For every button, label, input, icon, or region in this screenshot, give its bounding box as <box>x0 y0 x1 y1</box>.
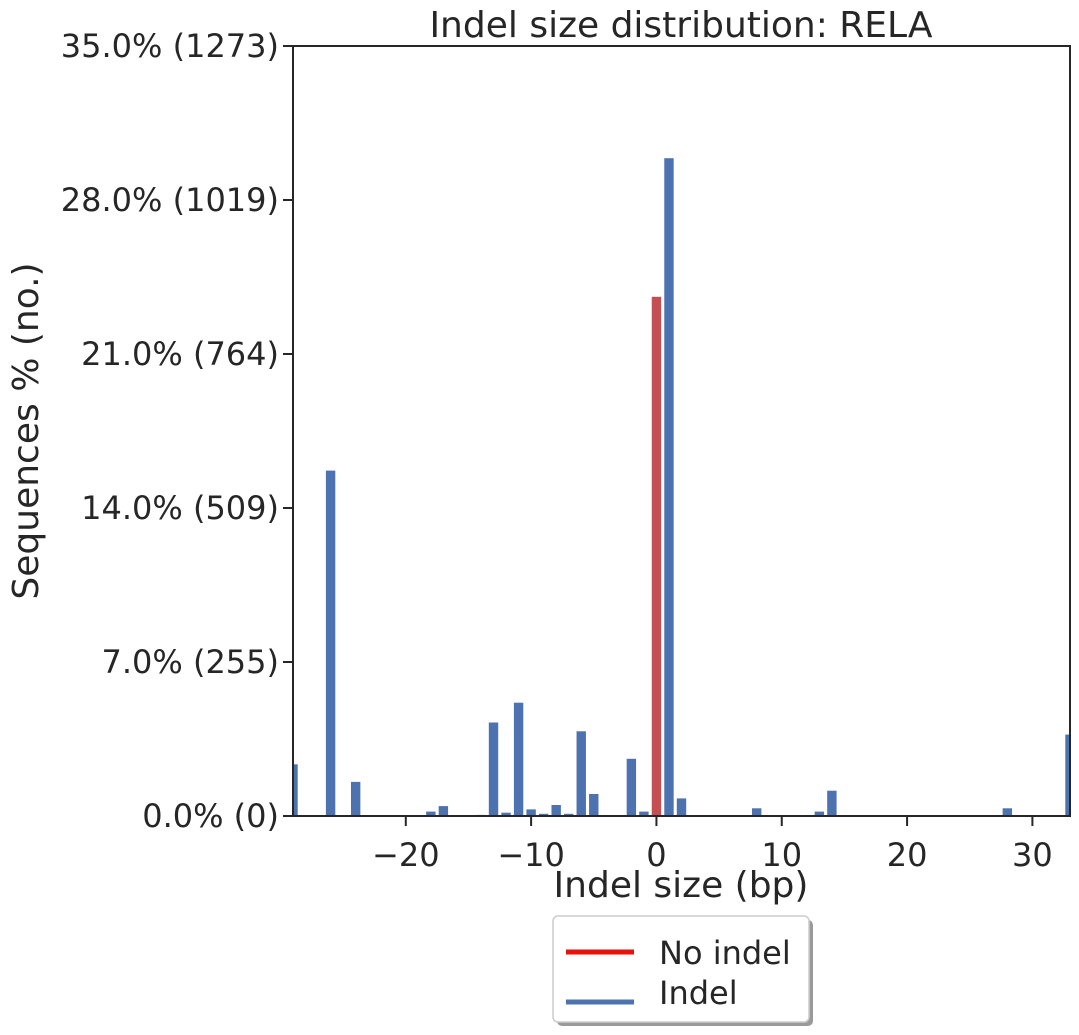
legend: No indel Indel <box>552 915 813 1026</box>
bar-indel--9 <box>538 813 549 816</box>
bar-indel-33 <box>1065 734 1070 816</box>
x-tick-label: −10 <box>497 836 565 874</box>
x-tick-label: 20 <box>887 836 928 874</box>
bar-indel--10 <box>526 809 536 816</box>
legend-label-no-indel: No indel <box>659 934 791 972</box>
legend-label-indel: Indel <box>659 974 738 1012</box>
bar-no-indel-0 <box>651 296 662 816</box>
bar-indel--26 <box>325 470 336 816</box>
x-tick-label: 10 <box>761 836 802 874</box>
bar-indel--8 <box>551 805 561 816</box>
y-axis-label: Sequences % (no.) <box>6 262 47 599</box>
y-tick-label: 7.0% (255) <box>101 643 279 681</box>
plot-frame <box>292 45 1071 817</box>
bar-indel-14 <box>827 790 837 816</box>
y-tick-label: 21.0% (764) <box>81 335 279 373</box>
bar-indel-28 <box>1002 808 1013 816</box>
x-tick-label: −20 <box>372 836 440 874</box>
bars-layer <box>293 158 1070 816</box>
bar-indel--29 <box>293 764 298 816</box>
y-tick-label: 28.0% (1019) <box>61 181 279 219</box>
bar-indel--17 <box>438 806 449 816</box>
bar-indel-13 <box>814 811 825 816</box>
bar-indel--2 <box>626 758 637 816</box>
bar-indel--12 <box>501 812 511 816</box>
bar-indel--18 <box>426 811 436 816</box>
bar-indel--13 <box>488 722 499 816</box>
chart-title: Indel size distribution: RELA <box>429 5 932 46</box>
legend-box <box>552 915 810 1023</box>
bar-indel-8 <box>751 808 762 816</box>
y-axis: 0.0% (0) 7.0% (255) 14.0% (509) 21.0% (764)… <box>61 27 293 835</box>
y-tick-label: 14.0% (509) <box>81 489 279 527</box>
y-tick-label: 0.0% (0) <box>142 797 279 835</box>
x-tick-label: 0 <box>646 836 666 874</box>
x-axis: −20 −10 0 10 20 30 <box>372 816 1053 874</box>
y-tick-label: 35.0% (1273) <box>61 27 279 65</box>
bar-indel-1 <box>664 158 674 816</box>
x-tick-label: 30 <box>1012 836 1053 874</box>
bar-indel--5 <box>589 794 599 816</box>
bar-indel--6 <box>576 731 586 816</box>
bar-indel--11 <box>513 702 524 816</box>
x-axis-label: Indel size (bp) <box>554 865 809 906</box>
bar-indel--7 <box>564 813 574 816</box>
bar-indel--24 <box>350 781 361 816</box>
bar-indel--1 <box>639 811 649 816</box>
bar-indel-2 <box>676 798 687 816</box>
